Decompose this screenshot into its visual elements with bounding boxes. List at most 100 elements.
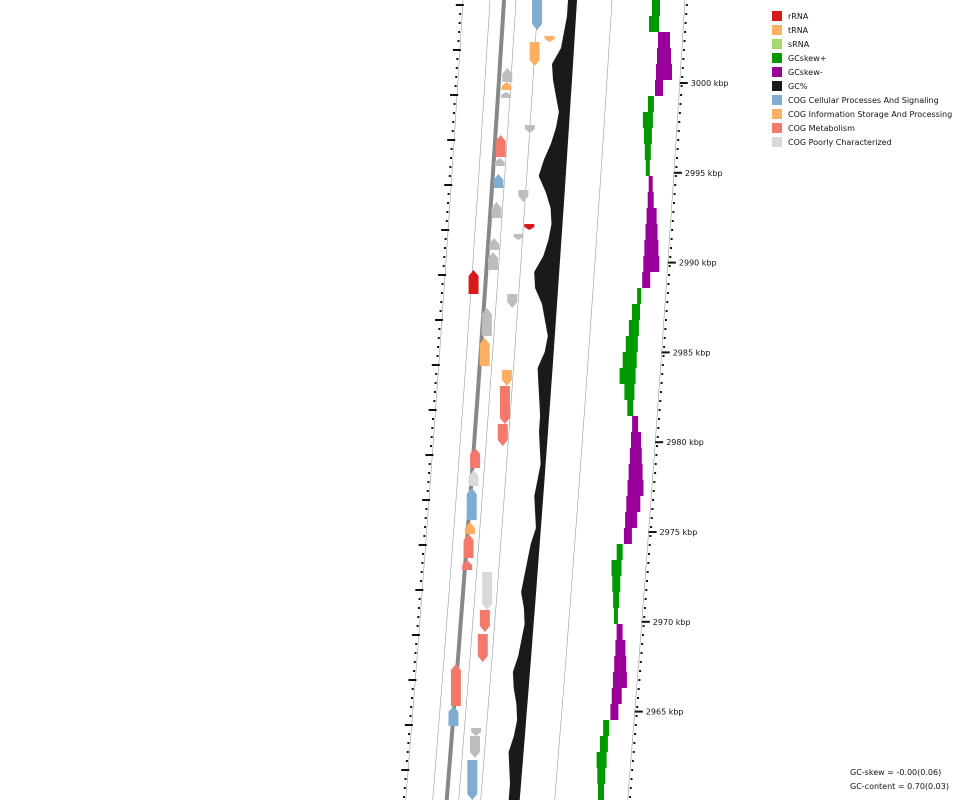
legend-label: rRNA (788, 11, 809, 21)
minor-tick (632, 751, 635, 753)
minor-tick (457, 40, 460, 42)
grey-feature (469, 736, 480, 758)
minor-tick (439, 310, 442, 312)
minor-tick (447, 202, 449, 204)
minor-tick (677, 130, 680, 132)
legend-label: GC% (788, 81, 808, 91)
legend-item-gcskew-plus: GCskew+ (772, 51, 952, 65)
minor-tick (661, 373, 664, 375)
cog-cellular-feature (467, 760, 478, 800)
minor-tick (684, 22, 687, 24)
gc-skew-minus-bar (655, 80, 663, 96)
gc-skew-plus-bar (647, 96, 654, 112)
legend-item-rrna: rRNA (772, 9, 952, 23)
gc-skew-plot (596, 0, 672, 800)
gc-skew-minus-bar (629, 448, 642, 464)
legend-swatch (772, 67, 782, 77)
coordinate-label: 2980 kbp (666, 438, 704, 447)
coordinate-ticks (401, 4, 688, 798)
minor-tick (411, 697, 413, 699)
track-guide-line (480, 0, 539, 800)
minor-tick (656, 436, 659, 438)
label-tick (655, 441, 664, 444)
legend-swatch (772, 11, 782, 21)
minor-tick (414, 652, 417, 654)
minor-tick (655, 454, 658, 456)
legend-label: GCskew- (788, 67, 823, 77)
minor-tick (643, 607, 646, 609)
gc-skew-minus-bar (610, 704, 619, 720)
minor-tick (661, 364, 664, 366)
cog-metabolism-feature (495, 135, 506, 157)
grey-feature (507, 294, 518, 308)
rrna-feature (524, 224, 535, 230)
minor-tick (436, 355, 439, 357)
gc-skew-plus-bar (596, 752, 607, 768)
trna-feature (544, 36, 555, 42)
minor-tick (670, 247, 672, 249)
minor-tick (406, 751, 409, 753)
coordinate-label: 3000 kbp (691, 79, 729, 88)
minor-tick (667, 283, 670, 285)
minor-tick (458, 31, 461, 33)
minor-tick (433, 400, 436, 402)
gc-content-plot (508, 0, 577, 800)
minor-tick (437, 346, 440, 348)
minor-tick (682, 49, 685, 51)
label-tick (679, 82, 688, 84)
genome-stats: GC-skew = -0.00(0.06) GC-content = 0.70(… (850, 766, 949, 794)
minor-tick (428, 472, 431, 474)
minor-tick (639, 661, 642, 663)
minor-tick (633, 742, 636, 744)
minor-tick (669, 256, 672, 258)
minor-tick (421, 562, 424, 564)
gc-skew-plus-bar (598, 784, 604, 800)
cog-poorly-feature (482, 572, 493, 610)
minor-tick (631, 760, 634, 762)
rrna-feature (468, 270, 479, 294)
major-tick (435, 319, 443, 321)
minor-tick (454, 85, 457, 87)
gc-skew-plus-bar (625, 336, 638, 352)
minor-tick (666, 301, 669, 303)
legend-swatch (772, 109, 782, 119)
gc-skew-minus-bar (647, 192, 654, 208)
minor-tick (671, 220, 674, 222)
major-tick (401, 769, 410, 771)
trna-feature (501, 370, 512, 386)
minor-tick (668, 274, 671, 276)
coordinate-label: 2975 kbp (660, 528, 698, 537)
gc-skew-plus-bar (597, 768, 606, 784)
minor-tick (417, 616, 420, 618)
minor-tick (444, 247, 446, 249)
gc-skew-plus-bar (624, 384, 635, 400)
minor-tick (404, 778, 407, 780)
gc-skew-stat: GC-skew = -0.00(0.06) (850, 768, 942, 777)
gc-skew-plus-bar (622, 352, 637, 368)
cog-metabolism-feature (477, 634, 488, 662)
minor-tick (637, 688, 640, 690)
minor-tick (426, 490, 429, 492)
minor-tick (675, 166, 678, 168)
legend: rRNA tRNA sRNA GCskew+ GCskew- GC% COG C… (772, 9, 952, 149)
legend-swatch (772, 95, 782, 105)
minor-tick (676, 157, 678, 159)
trna-feature (501, 82, 512, 90)
minor-tick (445, 220, 448, 222)
gc-skew-minus-bar (657, 48, 671, 64)
minor-tick (645, 589, 648, 591)
minor-tick (435, 373, 438, 375)
minor-tick (674, 184, 677, 186)
legend-item-cog-cellular: COG Cellular Processes And Signaling (772, 93, 952, 107)
gc-skew-plus-bar (611, 560, 622, 576)
minor-tick (455, 67, 458, 69)
label-tick (667, 261, 676, 264)
track-guide-line (554, 0, 613, 800)
minor-tick (452, 121, 455, 123)
major-tick (450, 94, 459, 96)
minor-tick (643, 616, 646, 618)
minor-tick (652, 490, 655, 492)
minor-tick (450, 148, 453, 150)
minor-tick (650, 526, 653, 528)
major-tick (431, 364, 440, 366)
